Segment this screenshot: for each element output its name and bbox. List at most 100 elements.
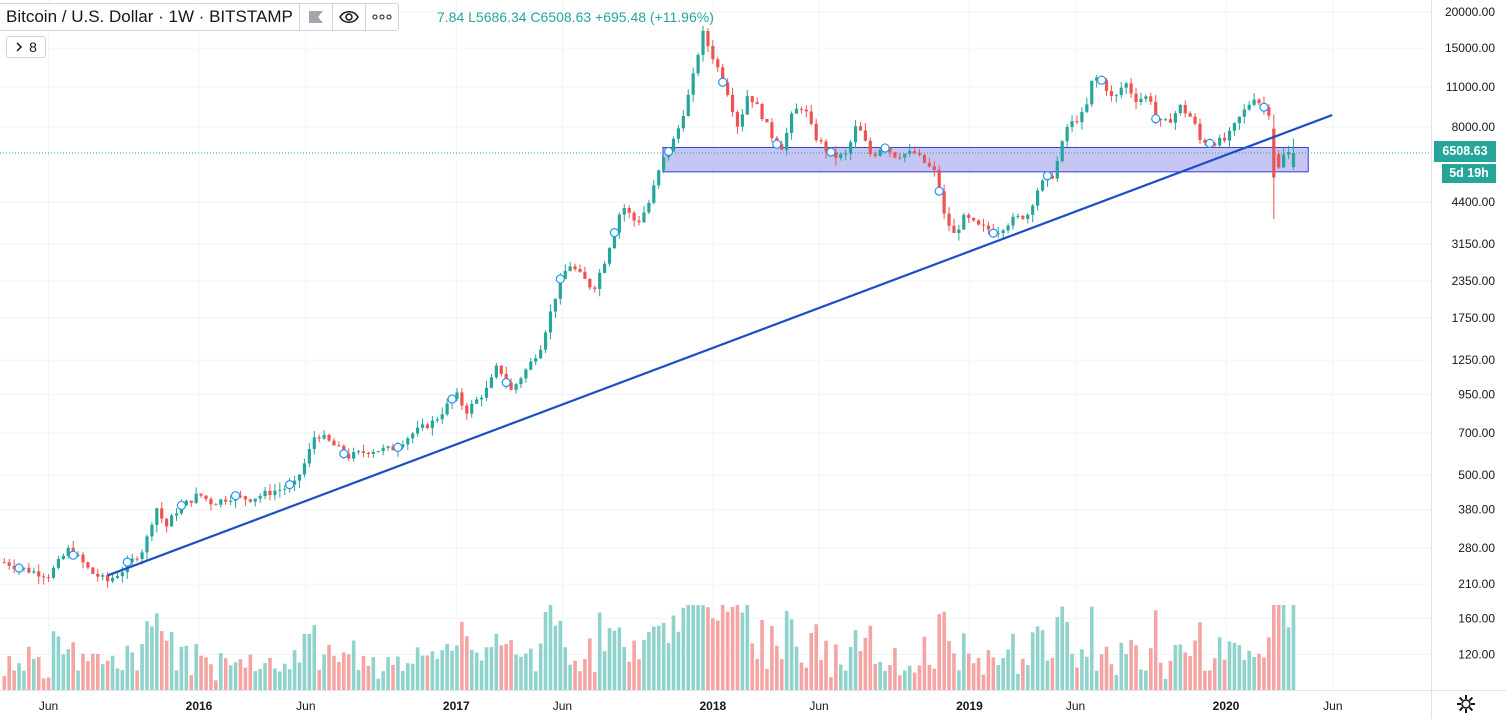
candle-body: [607, 248, 612, 264]
time-axis[interactable]: Jun 2016 Jun 2017 Jun 2018 Jun 2019 Jun 2020 Jun: [39, 699, 1343, 713]
volume-bar: [519, 656, 523, 690]
volume-bar: [410, 663, 415, 690]
volume-bar: [927, 664, 932, 690]
volume-bar: [27, 646, 31, 690]
event-marker[interactable]: [772, 139, 782, 149]
ohlc-values: 7.84 L5686.34 C6508.63 +695.48 (+11.96%): [437, 9, 714, 25]
candle-body: [352, 452, 356, 459]
candle-body: [824, 141, 828, 152]
candle-body: [489, 377, 494, 388]
event-marker[interactable]: [555, 274, 565, 284]
event-marker[interactable]: [988, 228, 998, 238]
candle-body: [366, 452, 371, 455]
candle-body: [1070, 121, 1074, 127]
candle-body: [716, 59, 720, 68]
volume-bar: [1104, 646, 1109, 690]
event-marker[interactable]: [339, 449, 349, 459]
candle-body: [976, 220, 981, 225]
volume-bar: [7, 656, 12, 690]
more-icon[interactable]: [364, 4, 398, 30]
candle-body: [96, 573, 100, 577]
event-marker[interactable]: [176, 500, 187, 511]
event-marker[interactable]: [501, 377, 511, 388]
candle-body: [283, 488, 287, 490]
candle-body: [1203, 139, 1207, 143]
volume-bar: [627, 661, 632, 690]
event-marker[interactable]: [285, 480, 295, 490]
trendline[interactable]: [107, 114, 1333, 577]
indicators-collapse-button[interactable]: 8: [6, 36, 46, 58]
candle-body: [652, 185, 656, 203]
volume-bar: [32, 658, 36, 690]
event-marker[interactable]: [1205, 138, 1215, 148]
event-marker[interactable]: [609, 228, 620, 238]
event-marker[interactable]: [826, 147, 836, 157]
candle-body: [967, 214, 971, 219]
event-marker[interactable]: [1259, 102, 1269, 112]
volume-bar: [204, 657, 208, 690]
volume-bar: [583, 659, 587, 690]
event-marker[interactable]: [1042, 171, 1053, 181]
event-marker[interactable]: [1096, 75, 1107, 85]
volume-bar: [440, 650, 445, 690]
volume-bar: [794, 646, 799, 690]
event-marker[interactable]: [934, 186, 944, 196]
volume-bar: [750, 643, 755, 690]
event-marker[interactable]: [718, 77, 728, 87]
volume-bar: [706, 607, 710, 690]
flag-icon[interactable]: [298, 4, 332, 30]
candle-body: [475, 399, 479, 404]
volume-bar: [760, 619, 764, 690]
candle-body: [258, 495, 262, 499]
candle-body: [706, 31, 710, 47]
support-resistance-zone[interactable]: [662, 146, 1309, 173]
candle-body: [642, 212, 646, 223]
event-markers: [14, 75, 1269, 573]
volume-bar: [666, 642, 671, 690]
candle-body: [745, 96, 749, 115]
volume-bar: [81, 653, 85, 690]
time-tick-label: Jun: [1323, 699, 1342, 713]
candle-body: [430, 420, 434, 429]
volume-bar: [824, 640, 828, 690]
volume-bar: [637, 659, 641, 690]
event-marker[interactable]: [230, 491, 241, 501]
volume-bar: [907, 665, 912, 690]
volume-bar: [568, 664, 572, 690]
event-marker[interactable]: [393, 442, 403, 452]
event-marker[interactable]: [122, 557, 132, 567]
candle-body: [1183, 104, 1187, 114]
candle-body: [1149, 96, 1153, 102]
candle-body: [470, 403, 474, 414]
volume-bar: [898, 675, 902, 690]
volume-bar: [868, 625, 873, 690]
volume-bar: [720, 605, 725, 690]
eye-icon[interactable]: [331, 4, 365, 30]
volume-bar: [1188, 656, 1192, 690]
event-marker[interactable]: [880, 143, 890, 153]
volume-bar: [996, 665, 1001, 690]
symbol-legend[interactable]: Bitcoin / U.S. Dollar · 1W · BITSTAMP: [0, 3, 399, 31]
candle-body: [110, 577, 115, 582]
volume-bar: [745, 605, 750, 690]
event-marker[interactable]: [663, 146, 674, 157]
candle-body: [7, 562, 11, 566]
gear-icon[interactable]: [1456, 694, 1476, 714]
candle-body: [194, 493, 198, 503]
candle-body: [27, 567, 31, 573]
volume-bar: [632, 640, 636, 690]
event-marker[interactable]: [14, 563, 24, 573]
event-marker[interactable]: [68, 550, 78, 560]
event-marker[interactable]: [447, 394, 457, 404]
event-marker[interactable]: [1151, 114, 1161, 124]
volume-bar: [1158, 662, 1163, 690]
volume-bar: [981, 674, 986, 690]
volume-bar: [1203, 670, 1207, 690]
volume-bar: [588, 638, 592, 690]
volume-bar: [184, 645, 189, 690]
volume-bar: [538, 643, 543, 690]
price-axis[interactable]: 20000.00 15000.00 11000.00 8000.00 4400.00 31…: [1445, 5, 1495, 661]
candle-body: [130, 558, 134, 563]
candle-body: [686, 94, 690, 116]
